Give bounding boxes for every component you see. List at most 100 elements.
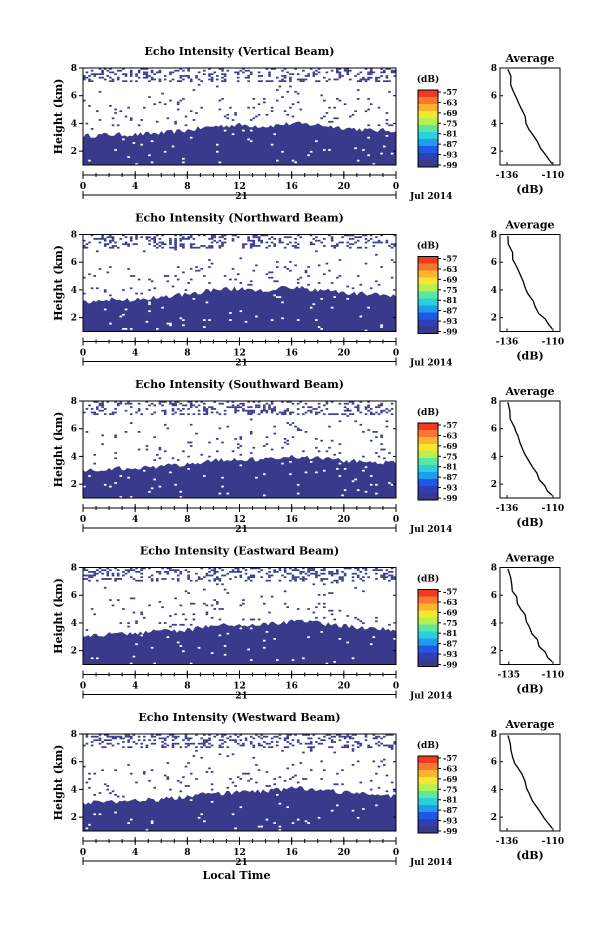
echo-cell xyxy=(351,744,355,747)
echo-cell xyxy=(302,413,305,416)
echo-cell xyxy=(265,113,269,116)
echo-cell xyxy=(156,234,159,237)
echo-cell xyxy=(270,241,274,244)
echo-cell xyxy=(145,445,149,447)
profile-y-tick-label: 8 xyxy=(491,564,497,574)
colorbar-swatch xyxy=(418,589,438,597)
echo-cell xyxy=(114,436,117,439)
echo-cell xyxy=(174,571,177,573)
profile-x-tick-label: -136 xyxy=(496,837,519,847)
echo-cell xyxy=(197,269,201,272)
gap-cell xyxy=(296,492,300,495)
echo-cell xyxy=(239,571,243,573)
echo-cell xyxy=(106,572,110,575)
echo-cell xyxy=(135,243,138,246)
echo-cell xyxy=(223,241,227,244)
x-tick-label: 8 xyxy=(184,682,190,692)
echo-cell xyxy=(127,402,130,405)
echo-cell xyxy=(286,734,290,736)
echo-cell xyxy=(116,795,120,798)
echo-cell xyxy=(239,453,243,456)
echo-cell xyxy=(390,746,394,749)
echo-cell xyxy=(234,734,237,736)
echo-cell xyxy=(145,408,149,410)
echo-cell xyxy=(96,739,99,742)
echo-cell xyxy=(375,406,378,409)
gap-cell xyxy=(260,825,264,828)
echo-cell xyxy=(244,76,248,79)
echo-cell xyxy=(229,578,232,580)
echo-cell xyxy=(153,73,157,76)
echo-cell xyxy=(143,567,146,570)
echo-cell xyxy=(195,401,198,403)
echo-cell xyxy=(119,402,123,405)
echo-cell xyxy=(309,234,313,237)
colorbar-swatch xyxy=(418,305,438,313)
echo-cell xyxy=(356,73,360,76)
echo-cell xyxy=(106,236,110,239)
gap-cell xyxy=(380,152,383,155)
echo-cell xyxy=(88,778,91,780)
echo-cell xyxy=(309,572,313,575)
echo-cell xyxy=(216,576,219,579)
echo-cell xyxy=(187,592,190,594)
echo-cell xyxy=(210,73,214,76)
echo-cell xyxy=(208,746,211,749)
echo-cell xyxy=(349,401,352,403)
echo-cell xyxy=(268,75,271,77)
profile-line xyxy=(507,402,553,496)
echo-cell xyxy=(257,103,261,106)
echo-cell xyxy=(221,234,224,237)
gap-cell xyxy=(127,476,130,479)
echo-cell xyxy=(124,569,128,572)
echo-cell xyxy=(189,236,193,239)
echo-cell xyxy=(231,239,235,242)
gap-cell xyxy=(383,145,386,148)
echo-cell xyxy=(83,574,86,577)
echo-cell xyxy=(187,576,190,579)
echo-cell xyxy=(385,68,389,70)
echo-cell xyxy=(101,409,104,412)
gap-cell xyxy=(158,485,162,488)
echo-cell xyxy=(153,459,157,461)
echo-cell xyxy=(85,431,89,433)
echo-cell xyxy=(286,401,290,403)
heatmap-cells xyxy=(83,401,396,498)
echo-cell xyxy=(143,616,146,619)
echo-cell xyxy=(312,611,316,614)
colorbar-tick-label: -93 xyxy=(443,816,458,826)
echo-cell xyxy=(349,737,352,740)
colorbar-swatch xyxy=(418,826,438,834)
gap-cell xyxy=(156,328,159,330)
echo-cell xyxy=(187,455,190,458)
echo-cell xyxy=(385,774,389,777)
echo-cell xyxy=(182,78,185,81)
echo-cell xyxy=(114,769,117,772)
echo-cell xyxy=(291,744,295,747)
echo-cell xyxy=(101,69,104,72)
echo-cell xyxy=(137,69,141,72)
echo-cell xyxy=(223,574,227,577)
profile-frame xyxy=(499,400,561,499)
echo-cell xyxy=(276,76,279,79)
gap-cell xyxy=(296,818,300,821)
colorbar-tick-label: -63 xyxy=(443,97,458,107)
echo-cell xyxy=(380,742,383,745)
colorbar-swatch xyxy=(418,132,438,140)
echo-cell xyxy=(367,406,370,409)
echo-cell xyxy=(200,80,204,83)
echo-cell xyxy=(200,746,204,749)
echo-cell xyxy=(367,124,370,127)
echo-cell xyxy=(273,735,277,738)
echo-cell xyxy=(252,737,256,740)
echo-cell xyxy=(166,567,170,570)
echo-cell xyxy=(283,737,287,740)
echo-cell xyxy=(103,408,107,410)
echo-cell xyxy=(174,243,177,246)
echo-cell xyxy=(124,734,128,736)
echo-cell xyxy=(255,236,258,239)
echo-cell xyxy=(195,269,198,272)
echo-cell xyxy=(312,73,316,76)
colorbar-swatch xyxy=(418,805,438,813)
echo-cell xyxy=(286,572,290,575)
